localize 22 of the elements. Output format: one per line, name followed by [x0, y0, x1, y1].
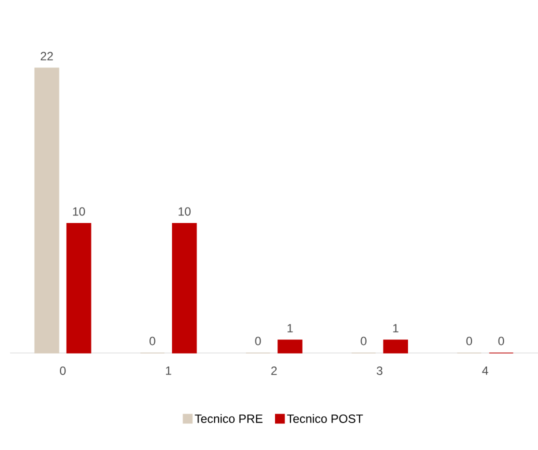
- x-tick-label: 4: [482, 366, 488, 375]
- data-label: 10: [178, 207, 191, 216]
- legend-label: Tecnico PRE: [194, 414, 262, 423]
- x-tick-label: 0: [60, 366, 66, 375]
- data-label: 0: [360, 336, 366, 346]
- data-label: 22: [40, 52, 53, 60]
- bar: [34, 68, 60, 354]
- x-tick-label: 3: [376, 366, 382, 375]
- data-label: 0: [466, 336, 472, 346]
- bar: [383, 340, 408, 354]
- x-tick-label: 1: [166, 366, 172, 375]
- bar: [66, 223, 92, 354]
- data-label: 0: [150, 336, 156, 346]
- legend-label: Tecnico POST: [287, 414, 363, 423]
- data-label: 1: [288, 324, 293, 332]
- data-label: 1: [393, 324, 398, 332]
- x-tick-label: 2: [271, 366, 277, 375]
- bar: [278, 340, 302, 354]
- data-label: 0: [498, 336, 504, 346]
- bar: [172, 223, 197, 354]
- data-label: 0: [255, 336, 261, 346]
- data-label: 10: [73, 207, 85, 216]
